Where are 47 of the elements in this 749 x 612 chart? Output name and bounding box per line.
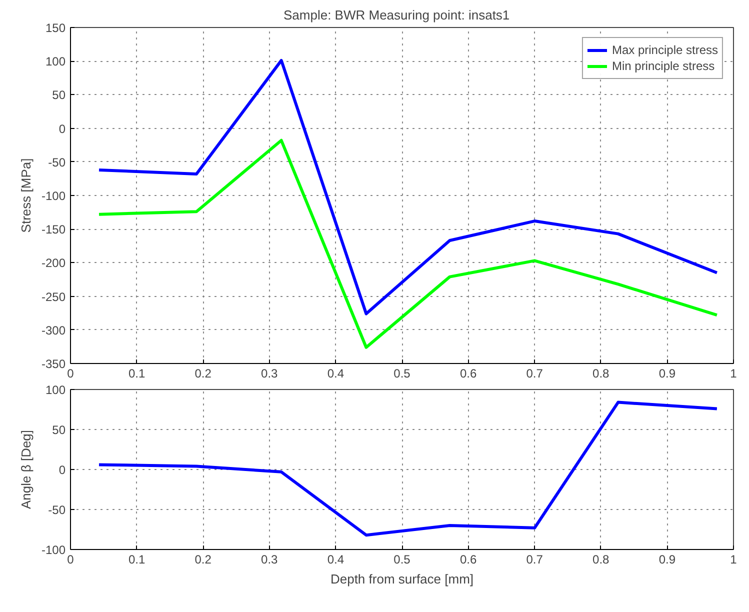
y-tick-label: -100 [41,189,66,203]
x-tick-label: 0.9 [658,366,676,380]
y-axis-title: Stress [MPa] [18,158,34,233]
x-tick-label: 0.7 [526,552,544,566]
y-tick-label: 150 [45,21,66,35]
y-tick-label: -50 [48,503,66,517]
x-tick-label: 0.2 [194,552,212,566]
y-tick-label: 50 [52,88,66,102]
y-tick-label: -250 [41,290,66,304]
x-tick-label: 0.4 [327,366,344,380]
line-series [98,138,718,349]
x-tick-label: 0.7 [526,366,544,380]
x-tick-label: 0.8 [592,366,610,380]
x-tick-label: 0.6 [460,552,477,566]
y-tick-label: -100 [41,543,66,557]
x-tick-label: 1 [730,366,738,380]
y-tick-label: 100 [45,383,66,397]
legend-label: Max principle stress [612,42,718,58]
x-tick-label: 0.5 [394,552,411,566]
y-tick-label: 0 [58,463,66,477]
x-tick-label: 0.2 [194,366,212,380]
x-tick-label: 0.3 [261,552,278,566]
y-axis-title: Angle β [Deg] [18,430,34,510]
x-tick-label: 0.6 [460,366,477,380]
x-tick-label: 0 [67,366,74,380]
y-tick-label: -300 [41,323,66,338]
x-tick-label: 0.8 [592,552,610,566]
x-tick-label: 0.9 [658,552,676,566]
y-tick-label: -150 [41,222,66,237]
x-tick-label: 1 [730,552,738,566]
x-tick-label: 0.5 [394,366,411,380]
y-tick-label: 50 [52,423,66,437]
x-tick-label: 0.3 [261,366,278,380]
legend-label: Min principle stress [612,58,715,74]
x-axis-title: Depth from surface [mm] [330,572,474,586]
chart-title: Sample: BWR Measuring point: insats1 [284,8,510,22]
line-series [98,58,718,316]
y-tick-label: 0 [58,122,66,136]
y-tick-label: -50 [48,155,66,170]
x-tick-label: 0 [67,552,74,566]
line-series [98,400,718,537]
y-tick-label: 100 [45,54,66,69]
x-tick-label: 0.4 [327,552,344,566]
x-tick-label: 0.1 [128,552,146,566]
x-tick-label: 0.1 [128,366,146,380]
y-tick-label: -350 [41,357,66,371]
y-tick-label: -200 [41,256,66,270]
